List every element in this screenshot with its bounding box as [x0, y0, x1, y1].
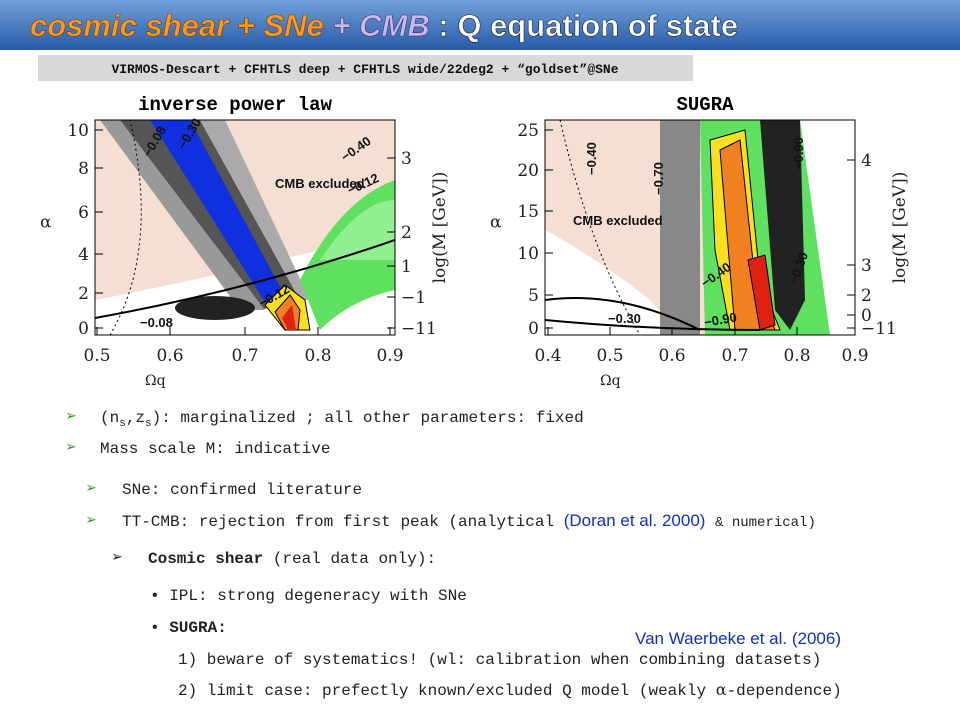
text: (n [100, 409, 119, 427]
text: 2) limit case: prefectly known/excluded … [178, 682, 706, 700]
x-tick-label: 0.9 [841, 346, 868, 366]
contour-label: −0.90 [791, 137, 806, 170]
bullet: SNe: confirmed literature [122, 481, 362, 499]
x-axis-label: Ωq [145, 373, 166, 389]
bullet: TT-CMB: rejection from first peak (analy… [122, 511, 816, 531]
text: (real data only): [273, 550, 436, 568]
x-tick-label: 0.6 [156, 346, 183, 366]
text: α [716, 680, 727, 699]
text: & numerical) [715, 515, 816, 531]
bullet: • SUGRA: [150, 619, 227, 637]
y-tick-label: 8 [78, 159, 89, 179]
text: SUGRA: [169, 619, 227, 637]
citation: Van Waerbeke et al. (2006) [635, 629, 841, 648]
contour-label: −0.08 [140, 315, 173, 330]
text: Cosmic shear [148, 550, 263, 568]
title-part: : Q equation of state [438, 8, 738, 43]
bullet-arrow: ➢ [86, 512, 97, 532]
text: -dependence) [727, 682, 842, 700]
y-tick-label: 5 [528, 286, 539, 306]
y2-tick-label: 2 [861, 286, 872, 306]
y2-tick-label: 1 [401, 257, 412, 277]
y-tick-label: 6 [78, 203, 89, 223]
reference: (Doran et al. 2000) [564, 511, 706, 530]
x-axis-label: Ωq [600, 373, 621, 389]
subtitle: VIRMOS-Descart + CFHTLS deep + CFHTLS wi… [111, 62, 618, 77]
bullet: • IPL: strong degeneracy with SNe [150, 587, 467, 605]
y-tick-label: 15 [517, 202, 539, 222]
y2-tick-label: −1 [401, 288, 426, 308]
bullet: 1) beware of systematics! (wl: calibrati… [178, 651, 821, 669]
contour-label: CMB excluded [573, 213, 663, 228]
bullet: 2) limit case: prefectly known/excluded … [178, 680, 842, 700]
text: strong degeneracy with SNe [217, 587, 467, 605]
title: cosmic shear + SNe + CMB : Q equation of… [30, 8, 738, 43]
y2-tick-label: 2 [401, 223, 412, 243]
y-tick-label: 10 [517, 244, 539, 264]
y2-tick-label: 0 [861, 306, 872, 326]
contour-figure [95, 120, 395, 335]
panel-title: inverse power law [138, 94, 332, 116]
bullet: Cosmic shear (real data only): [148, 550, 436, 568]
subtitle-box [38, 55, 693, 81]
y-tick-label: 10 [67, 121, 89, 141]
y2-tick-label: 4 [861, 151, 872, 171]
y-tick-label: 0 [78, 319, 89, 339]
y2-axis-label: log(M [GeV]) [890, 172, 910, 284]
text: ): marginalized ; all other parameters: … [152, 409, 584, 427]
bullet-arrow: ➢ [66, 439, 77, 459]
contour-figure [545, 120, 855, 335]
bullet: (ns,zs): marginalized ; all other parame… [100, 409, 584, 430]
y-axis-label: α [40, 213, 52, 233]
text: TT-CMB: rejection from first peak (analy… [122, 513, 554, 531]
y-tick-label: 20 [517, 161, 539, 181]
bullet-arrow: ➢ [86, 480, 97, 500]
y-tick-label: 25 [517, 121, 539, 141]
x-tick-label: 0.7 [721, 346, 748, 366]
x-tick-label: 0.4 [534, 346, 561, 366]
subscript: s [119, 418, 126, 430]
y-tick-label: 0 [528, 319, 539, 339]
x-tick-label: 0.5 [83, 346, 110, 366]
x-tick-label: 0.6 [658, 346, 685, 366]
bullet: Mass scale M: indicative [100, 440, 330, 458]
x-tick-label: 0.9 [376, 346, 403, 366]
title-bar [0, 0, 960, 50]
y2-tick-label: −11 [401, 319, 437, 339]
y-tick-label: 2 [78, 284, 89, 304]
x-tick-label: 0.5 [596, 346, 623, 366]
y2-tick-label: −11 [861, 319, 897, 339]
title-part: cosmic shear [30, 8, 230, 43]
contour-label: −0.30 [608, 311, 641, 326]
bullet-arrow: ➢ [66, 408, 77, 428]
x-tick-label: 0.7 [231, 346, 258, 366]
y2-tick-label: 3 [861, 256, 872, 276]
contour-label: −0.40 [584, 142, 599, 175]
contour-label: −0.70 [651, 162, 666, 195]
y-tick-label: 4 [78, 245, 89, 265]
x-tick-label: 0.8 [783, 346, 810, 366]
x-tick-label: 0.8 [304, 346, 331, 366]
y2-axis-label: log(M [GeV]) [430, 172, 450, 284]
bullet-arrow: ➢ [112, 549, 123, 569]
text: IPL: [169, 587, 207, 605]
contour-label: CMB excluded [275, 176, 365, 191]
bullet-list: ➢ (ns,zs): marginalized ; all other para… [66, 408, 842, 700]
y-axis-label: α [490, 213, 502, 233]
panel-title: SUGRA [676, 94, 734, 116]
text: ,z [126, 409, 145, 427]
title-part: + SNe [237, 8, 324, 43]
contour-label: −0.90 [703, 309, 738, 329]
title-part: + CMB [332, 8, 429, 43]
frame [544, 119, 856, 336]
y2-tick-label: 3 [401, 149, 412, 169]
subscript: s [145, 418, 152, 430]
